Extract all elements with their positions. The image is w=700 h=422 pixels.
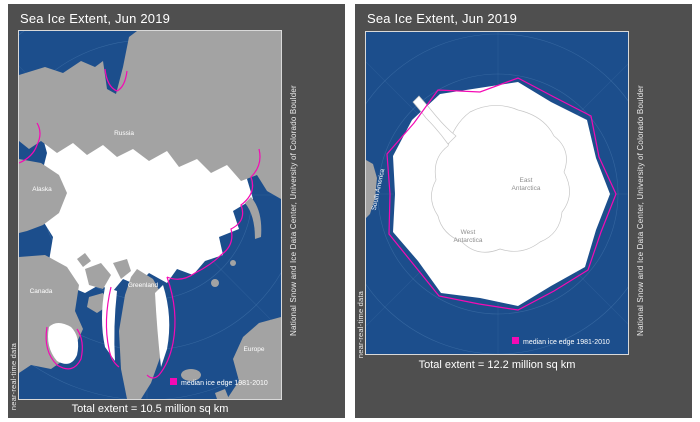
antarctic-total-extent: Total extent = 12.2 million sq km: [418, 359, 576, 371]
label-west-antarctica-1: West: [461, 229, 476, 236]
label-east-antarctica-2: Antarctica: [512, 185, 541, 192]
land-russia: [19, 31, 281, 199]
arctic-total-extent: Total extent = 10.5 million sq km: [71, 403, 229, 415]
label-europe: Europe: [244, 346, 265, 353]
antarctic-legend-label: median ice edge 1981-2010: [523, 339, 610, 346]
arctic-panel: Sea Ice Extent, Jun 2019: [8, 4, 345, 418]
land-alaska: [19, 159, 67, 233]
arctic-map: Russia Alaska Canada Greenland Europe me…: [18, 30, 282, 400]
baffin-ice: [102, 287, 117, 361]
label-greenland: Greenland: [128, 282, 159, 289]
arctic-legend: median ice edge 1981-2010: [170, 378, 268, 387]
arctic-coastal-ice: [48, 285, 170, 367]
land-arctic-island-2: [113, 259, 131, 279]
land-svalbard: [211, 279, 219, 287]
hudson-bay-ice: [48, 323, 79, 364]
land-arctic-island-4: [77, 253, 91, 267]
arctic-legend-label: median ice edge 1981-2010: [181, 380, 268, 387]
land-arctic-island-1: [85, 263, 111, 289]
label-east-antarctica-1: East: [519, 177, 532, 184]
arctic-land: [19, 31, 281, 399]
arctic-map-svg: Russia Alaska Canada Greenland Europe me…: [19, 31, 281, 399]
label-west-antarctica-2: Antarctica: [454, 237, 483, 244]
land-franz-josef: [230, 260, 236, 266]
arctic-median-ice-edge: [19, 68, 261, 379]
arctic-near-real-time-label: near-real-time data: [9, 342, 18, 410]
east-greenland-ice: [155, 285, 170, 367]
land-south-america: [366, 160, 377, 218]
label-canada: Canada: [30, 288, 53, 295]
antarctic-map: East Antarctica West Antarctica South Am…: [365, 31, 629, 355]
antarctic-legend: median ice edge 1981-2010: [512, 337, 610, 346]
land-iceland: [181, 369, 201, 381]
antarctic-panel: Sea Ice Extent, Jun 2019: [355, 4, 692, 418]
antarctic-median-ice-edge: [386, 77, 617, 311]
antarctic-title: Sea Ice Extent, Jun 2019: [367, 11, 518, 26]
land-greenland: [119, 269, 167, 399]
antarctic-nsidc-credit: National Snow and Ice Data Center, Unive…: [636, 85, 645, 337]
land-europe: [227, 317, 281, 399]
arctic-nsidc-credit: National Snow and Ice Data Center, Unive…: [289, 85, 298, 337]
land-novaya-zemlya: [245, 197, 262, 239]
median-edge-swatch: [170, 378, 177, 385]
antarctic-map-svg: East Antarctica West Antarctica South Am…: [366, 32, 628, 354]
antarctica-continent: [412, 95, 570, 253]
arctic-title: Sea Ice Extent, Jun 2019: [20, 11, 171, 26]
land-uk: [215, 389, 229, 399]
label-russia: Russia: [114, 130, 134, 137]
label-alaska: Alaska: [32, 186, 52, 193]
antarctic-peninsula: [412, 95, 457, 145]
antarctic-near-real-time-label: near-real-time data: [356, 290, 365, 358]
median-edge-swatch: [512, 337, 519, 344]
